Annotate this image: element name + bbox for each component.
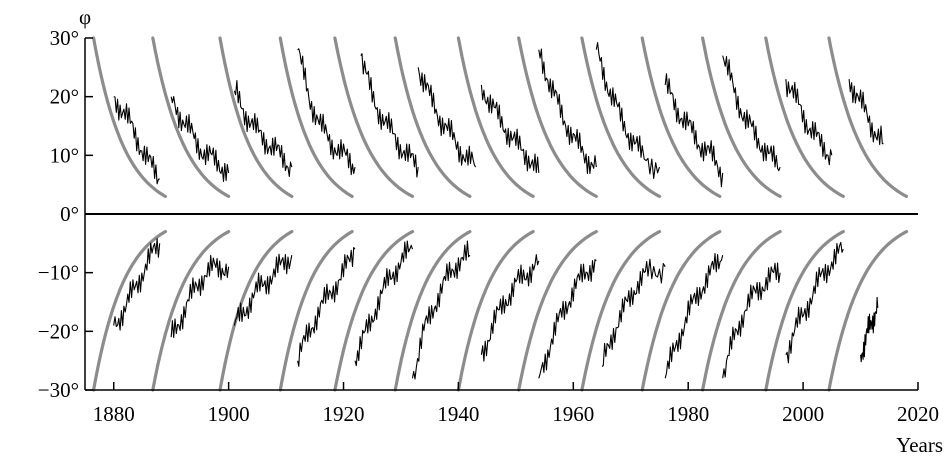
y-tick-label: −20° [38,319,79,343]
x-tick-label: 1920 [323,402,365,426]
model-curve-north-8 [580,36,662,198]
observed-curve-north-2 [233,80,293,177]
observed-curve-south-18 [411,240,471,380]
y-tick-label: −30° [38,378,79,402]
model-curves [92,36,909,392]
model-curve-south-11 [764,230,845,392]
observed-curve-north-12 [848,79,884,146]
x-axis-title: Years [896,433,943,457]
observed-curve-south-20 [538,259,597,379]
model-curve-north-5 [393,36,472,198]
model-curve-south-8 [580,230,662,392]
model-curve-north-3 [278,36,354,198]
model-curve-south-6 [456,230,535,392]
observed-curve-north-6 [480,84,540,174]
model-curve-south-2 [218,230,294,392]
axes [84,37,919,391]
model-curve-north-7 [517,36,598,198]
model-curve-north-2 [218,36,294,198]
observed-curve-south-19 [480,254,540,362]
model-curve-south-3 [278,230,354,392]
observed-curve-south-13 [113,237,161,331]
model-curve-south-9 [640,230,722,392]
model-curve-south-4 [333,230,415,392]
observed-curve-south-24 [785,241,844,364]
observed-curve-south-15 [233,253,293,326]
x-tick-label: 1940 [437,402,479,426]
y-tick-label: 10° [50,143,79,167]
observed-curve-south-14 [170,254,230,338]
y-tick-label: 30° [50,26,79,50]
model-curve-south-5 [393,230,472,392]
x-tick-label: 2020 [897,402,939,426]
observed-curve-north-0 [113,96,160,185]
observed-curve-north-3 [297,48,356,176]
x-tick-label: 1900 [208,402,250,426]
model-curve-south-10 [701,230,782,392]
model-curve-north-12 [827,36,909,198]
model-curve-north-4 [333,36,415,198]
observed-curve-south-22 [664,253,724,379]
y-tick-label: 20° [50,85,79,109]
model-curve-north-1 [151,36,231,198]
observed-curve-south-17 [354,240,414,367]
y-axis-title: φ [79,5,91,29]
observed-curve-north-8 [595,42,661,179]
observed-curve-north-9 [664,73,724,188]
x-tick-label: 1980 [667,402,709,426]
observed-curve-south-21 [601,258,666,367]
observed-curves [113,42,884,380]
observed-curve-north-1 [170,96,230,183]
observed-curve-north-7 [538,48,597,174]
observed-curve-north-4 [360,53,419,178]
observed-curve-south-23 [722,262,781,379]
y-tick-label: −10° [38,261,79,285]
observed-curve-south-16 [297,246,356,367]
observed-curve-north-11 [785,79,833,166]
observed-curve-north-10 [722,55,781,172]
model-curve-north-11 [764,36,845,198]
model-curve-north-0 [92,36,167,198]
model-curve-south-0 [92,230,167,392]
model-curve-north-10 [701,36,782,198]
model-curve-north-9 [640,36,722,198]
model-curve-south-7 [517,230,598,392]
x-tick-label: 2000 [782,402,824,426]
tick-labels: 30° 20° 10° 0° −10° −20° −30° 1880 1900 1920 1940 1… [38,26,939,426]
model-curve-south-1 [151,230,231,392]
model-curve-north-6 [456,36,535,198]
x-tick-label: 1960 [552,402,594,426]
observed-curve-south-25 [860,296,879,363]
model-curve-south-12 [827,230,909,392]
x-tick-label: 1880 [93,402,135,426]
observed-curve-north-5 [417,67,477,168]
y-tick-label: 0° [60,202,79,226]
